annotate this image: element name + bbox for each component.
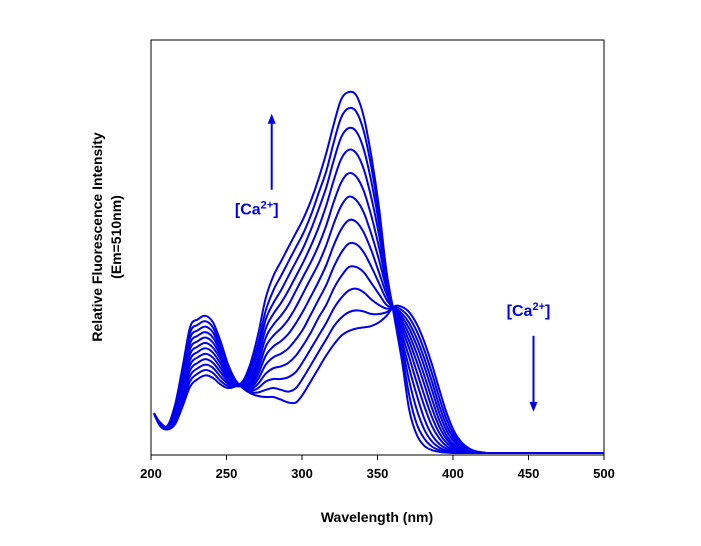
series-line-2 — [153, 106, 605, 455]
x-tick-label-450: 450 — [518, 466, 540, 481]
x-tick-label-250: 250 — [216, 466, 238, 481]
series-line-5 — [153, 171, 605, 455]
series-line-4 — [153, 148, 605, 455]
arrow-up-icon — [267, 113, 276, 190]
x-axis-ticks: 200 250 300 350 400 450 500 — [140, 455, 615, 481]
x-tick-label-300: 300 — [291, 466, 313, 481]
series-line-7 — [153, 218, 605, 455]
x-tick-label-200: 200 — [140, 466, 162, 481]
series-line-3 — [153, 126, 605, 455]
y-axis-label-line1: Relative Fluorescence Intensity — [89, 132, 105, 342]
plot-frame — [150, 39, 605, 456]
series-line-10 — [153, 287, 605, 455]
series-line-9 — [153, 265, 605, 455]
series-line-12 — [153, 304, 605, 455]
y-axis-label-line2: (Em=510nm) — [108, 195, 124, 279]
x-tick-label-500: 500 — [593, 466, 615, 481]
series-line-1 — [153, 90, 604, 455]
series-line-6 — [153, 195, 605, 455]
x-tick-label-350: 350 — [367, 466, 389, 481]
arrow-down-icon — [529, 335, 538, 412]
series-layer — [153, 90, 605, 455]
x-tick-label-400: 400 — [442, 466, 464, 481]
ca-annotation-2: [Ca2+] — [507, 301, 551, 320]
annotations: [Ca2+] [Ca2+] — [235, 113, 551, 412]
series-line-8 — [153, 241, 605, 455]
x-axis-label: Wavelength (nm) — [321, 509, 433, 525]
ca-annotation-1: [Ca2+] — [235, 200, 279, 219]
series-line-11 — [153, 306, 605, 455]
